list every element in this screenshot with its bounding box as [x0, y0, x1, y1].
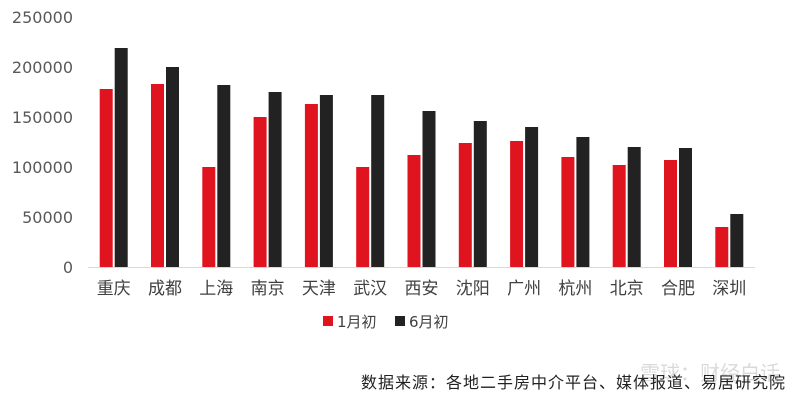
bar-series1 [99, 89, 113, 267]
y-tick-label: 0 [63, 258, 73, 277]
y-tick-label: 50000 [22, 208, 73, 227]
y-tick-label: 200000 [12, 58, 73, 77]
x-tick-label: 沈阳 [456, 279, 490, 299]
x-tick-label: 成都 [148, 279, 182, 299]
legend-swatch [395, 316, 405, 326]
bar-series2 [730, 214, 744, 267]
bar-series1 [253, 117, 267, 267]
x-tick-label: 杭州 [558, 279, 592, 299]
x-tick-label: 天津 [302, 279, 336, 299]
x-tick-label: 重庆 [97, 279, 131, 299]
x-tick-label: 合肥 [661, 279, 695, 299]
bar-series1 [304, 104, 318, 267]
bar-series2 [371, 95, 385, 267]
y-axis: 0 50000 100000 150000 200000 250000 [12, 8, 73, 277]
y-tick-label: 250000 [12, 8, 73, 27]
watermark: 雪球：财经白话 [640, 361, 780, 385]
bar-series2 [576, 137, 590, 267]
legend: 1月初 6月初 [323, 313, 449, 331]
x-axis: 重庆 成都 上海 南京 天津 武汉 西安 沈阳 广州 杭州 北京 合肥 深圳 [88, 267, 755, 299]
bar-series2 [319, 95, 333, 267]
legend-swatch [323, 316, 333, 326]
source-note: 数据来源：各地二手房中介平台、媒体报道、易居研究院 [360, 373, 786, 392]
x-tick-label: 北京 [610, 279, 644, 299]
bar-series1 [458, 143, 472, 267]
y-tick-label: 100000 [12, 158, 73, 177]
bar-series1 [151, 84, 164, 267]
bar-series2 [679, 148, 692, 267]
bar-series1 [612, 165, 626, 267]
bar-series2 [166, 67, 179, 267]
bars [99, 48, 744, 267]
x-tick-label: 深圳 [712, 279, 746, 299]
y-tick-label: 150000 [12, 108, 73, 127]
bar-series1 [202, 167, 216, 267]
bar-series2 [422, 111, 436, 267]
x-tick-label: 广州 [507, 279, 541, 299]
bar-series1 [715, 227, 729, 267]
bar-series2 [627, 147, 641, 267]
bar-series1 [407, 155, 421, 267]
legend-label: 6月初 [409, 313, 449, 331]
bar-series2 [473, 121, 487, 267]
bar-series2 [114, 48, 128, 267]
x-tick-label: 西安 [405, 279, 439, 299]
x-tick-label: 上海 [199, 279, 233, 299]
bar-series1 [561, 157, 575, 267]
x-tick-label: 武汉 [353, 279, 387, 299]
bar-series1 [664, 160, 677, 267]
bar-series2 [268, 92, 282, 267]
x-tick-label: 南京 [251, 279, 285, 299]
bar-series1 [510, 141, 524, 267]
legend-label: 1月初 [337, 313, 377, 331]
bar-series1 [356, 167, 370, 267]
bar-series2 [217, 85, 231, 267]
bar-series2 [525, 127, 539, 267]
